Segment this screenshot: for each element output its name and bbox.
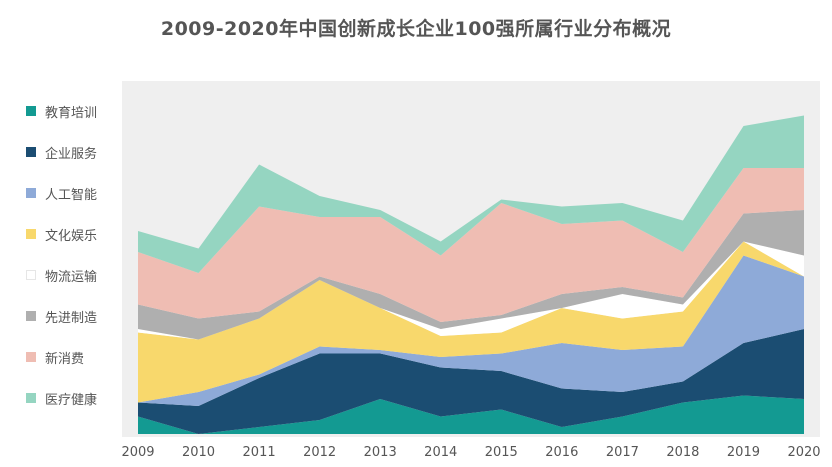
x-tick-label: 2013 xyxy=(364,445,397,460)
x-tick-label: 2010 xyxy=(182,445,215,460)
legend-swatch xyxy=(26,106,36,116)
legend-label: 文化娱乐 xyxy=(45,228,98,244)
x-tick-label: 2012 xyxy=(303,445,336,460)
legend: 教育培训企业服务人工智能文化娱乐物流运输先进制造新消费医疗健康 xyxy=(4,81,122,437)
x-tick-label: 2009 xyxy=(121,445,154,460)
area-series-1 xyxy=(138,329,804,434)
area-series-7 xyxy=(138,115,804,273)
legend-label: 医疗健康 xyxy=(45,392,98,408)
x-tick-label: 2015 xyxy=(485,445,518,460)
legend-label: 物流运输 xyxy=(45,269,98,285)
legend-item: 企业服务 xyxy=(26,142,97,162)
legend-label: 企业服务 xyxy=(45,146,98,162)
x-tick-label: 2020 xyxy=(787,445,820,460)
area-series-0 xyxy=(138,395,804,434)
x-tick-label: 2014 xyxy=(424,445,457,460)
legend-item: 人工智能 xyxy=(26,183,97,203)
area-series-4 xyxy=(138,241,804,340)
legend-item: 教育培训 xyxy=(26,101,97,121)
x-tick-label: 2011 xyxy=(243,445,276,460)
legend-swatch xyxy=(26,188,36,198)
legend-item: 新消费 xyxy=(26,347,84,367)
legend-swatch xyxy=(26,229,36,239)
area-series-5 xyxy=(138,210,804,340)
legend-item: 文化娱乐 xyxy=(26,224,97,244)
legend-swatch xyxy=(26,393,36,403)
legend-swatch xyxy=(26,270,36,280)
legend-label: 教育培训 xyxy=(45,105,98,121)
x-tick-label: 2019 xyxy=(727,445,760,460)
area-series-3 xyxy=(138,241,804,403)
x-tick-label: 2017 xyxy=(606,445,639,460)
area-series-2 xyxy=(138,255,804,406)
legend-label: 新消费 xyxy=(45,351,85,367)
chart-title: 2009-2020年中国创新成长企业100强所属行业分布概况 xyxy=(160,18,672,40)
legend-swatch xyxy=(26,352,36,362)
legend-item: 物流运输 xyxy=(26,265,97,285)
legend-item: 先进制造 xyxy=(26,306,97,326)
x-tick-label: 2018 xyxy=(666,445,699,460)
legend-item: 医疗健康 xyxy=(26,388,97,408)
legend-swatch xyxy=(26,147,36,157)
area-series-6 xyxy=(138,168,804,322)
legend-swatch xyxy=(26,311,36,321)
legend-label: 先进制造 xyxy=(45,310,98,326)
x-tick-label: 2016 xyxy=(545,445,578,460)
legend-label: 人工智能 xyxy=(45,187,98,203)
